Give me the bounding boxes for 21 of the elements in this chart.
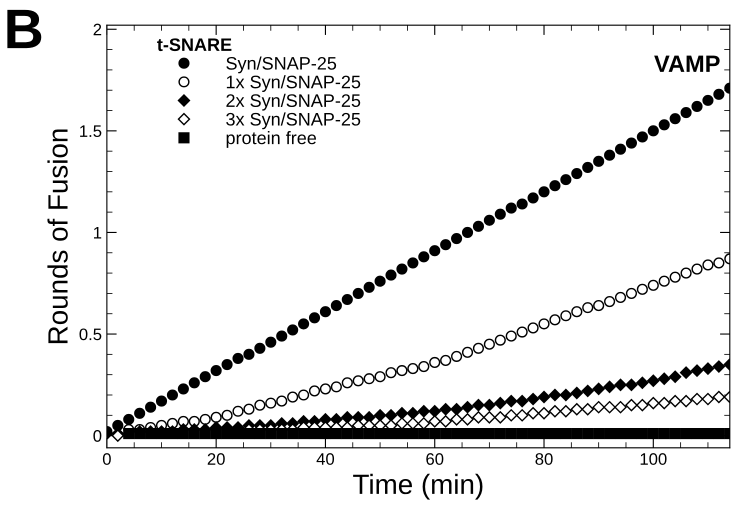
x-tick-label: 0 <box>102 453 111 465</box>
legend-label: protein free <box>226 131 316 148</box>
x-tick-label: 20 <box>208 453 225 465</box>
y-tick-label: 1.5 <box>80 125 102 138</box>
y-tick-label: 2 <box>94 24 102 36</box>
legend-label: 2x Syn/SNAP-25 <box>226 94 360 111</box>
annotation: VAMP <box>654 56 720 72</box>
x-tick-label: 40 <box>316 453 334 465</box>
x-axis-title: Time (min) <box>353 474 482 500</box>
legend-title: t-SNARE <box>157 38 232 52</box>
text: B <box>7 10 42 48</box>
x-tick-label: 60 <box>426 453 444 465</box>
y-axis-title: Rounds of Fusion <box>47 129 68 344</box>
y-tick-label: 1 <box>94 227 102 238</box>
legend-label: Syn/SNAP-25 <box>226 56 336 74</box>
legend-label: 1x Syn/SNAP-25 <box>226 75 360 92</box>
y-tick-label: 0 <box>93 430 102 442</box>
legend-label: 3x Syn/SNAP-25 <box>226 112 360 130</box>
x-tick-label: 80 <box>535 453 553 465</box>
x-tick-label: 100 <box>640 453 667 465</box>
y-tick-label: 0.5 <box>79 328 102 340</box>
